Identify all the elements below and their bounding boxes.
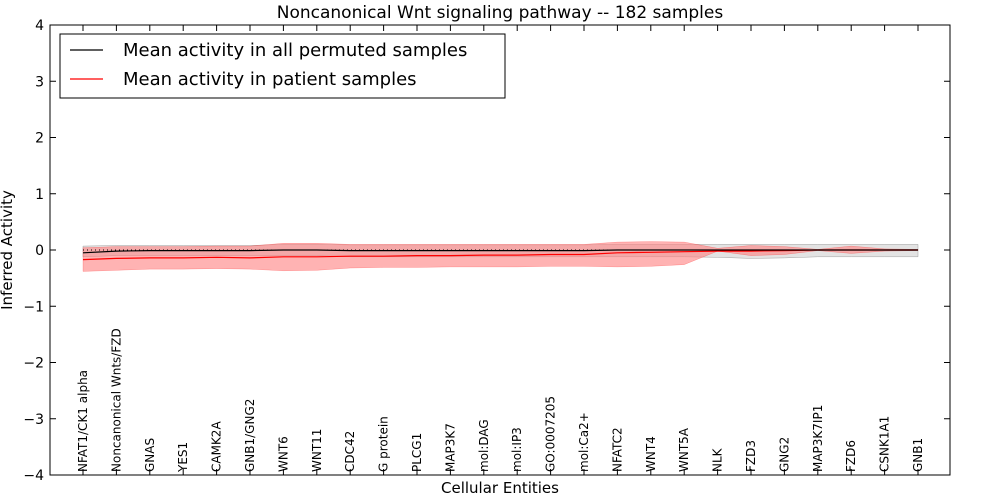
x-category-label: MAP3K7	[443, 423, 457, 472]
x-category-label: WNT4	[644, 436, 658, 472]
x-category-label: WNT5A	[677, 427, 691, 472]
legend: Mean activity in all permuted samples Me…	[59, 33, 506, 99]
legend-box	[59, 33, 506, 99]
x-category-label: PLCG1	[410, 433, 424, 472]
permuted-mean-line	[82, 249, 918, 254]
x-category-label: mol:DAG	[477, 419, 491, 472]
x-axis: NFAT1/CK1 alpha Noncanonical Wnts/FZD GNAS…	[76, 25, 925, 475]
y-tick-label: 3	[35, 74, 44, 90]
chart-title: Noncanonical Wnt signaling pathway -- 18…	[277, 3, 724, 23]
x-category-label: CDC42	[343, 431, 357, 472]
x-category-label: CAMK2A	[210, 421, 224, 472]
y-axis-title: Inferred Activity	[0, 190, 16, 310]
x-category-label: GO:0007205	[544, 396, 558, 472]
y-tick-label: 4	[35, 18, 44, 34]
legend-label-patient: Mean activity in patient samples	[123, 69, 417, 90]
y-tick-label: 1	[35, 187, 44, 203]
y-axis: 4 3 2 1 0 −1 −2 −3 −4	[23, 18, 950, 484]
y-tick-label: −2	[23, 356, 44, 372]
x-category-label: WNT6	[276, 436, 290, 472]
x-category-label: FZD3	[744, 440, 758, 472]
x-category-label: YES1	[176, 442, 190, 473]
x-axis-title: Cellular Entities	[441, 479, 559, 497]
x-category-label: NFATC2	[610, 427, 624, 472]
x-category-label: GNB1	[911, 438, 925, 472]
y-tick-label: −3	[23, 412, 44, 428]
x-category-label: GNG2	[777, 437, 791, 472]
x-category-label: GNB1/GNG2	[243, 399, 257, 472]
x-category-label: MAP3K7IP1	[811, 405, 825, 472]
y-tick-label: 0	[35, 243, 44, 259]
x-category-label: WNT11	[310, 429, 324, 472]
y-tick-label: 2	[35, 131, 44, 147]
series-lines	[82, 249, 918, 261]
y-tick-label: −1	[23, 299, 44, 315]
x-category-label: FZD6	[844, 440, 858, 472]
x-category-label: CSNK1A1	[878, 416, 892, 472]
x-category-label: NLK	[711, 447, 725, 472]
x-category-label: mol:Ca2+	[577, 412, 591, 472]
x-category-label: Noncanonical Wnts/FZD	[109, 328, 123, 472]
legend-label-permuted: Mean activity in all permuted samples	[123, 40, 467, 61]
confidence-bands	[82, 241, 919, 272]
x-category-label: NFAT1/CK1 alpha	[76, 370, 90, 472]
patient-mean-line	[82, 249, 918, 261]
x-category-label: GNAS	[143, 438, 157, 472]
y-tick-label: −4	[23, 468, 44, 484]
x-category-label: mol:IP3	[510, 427, 524, 472]
x-category-label: G protein	[377, 416, 391, 472]
